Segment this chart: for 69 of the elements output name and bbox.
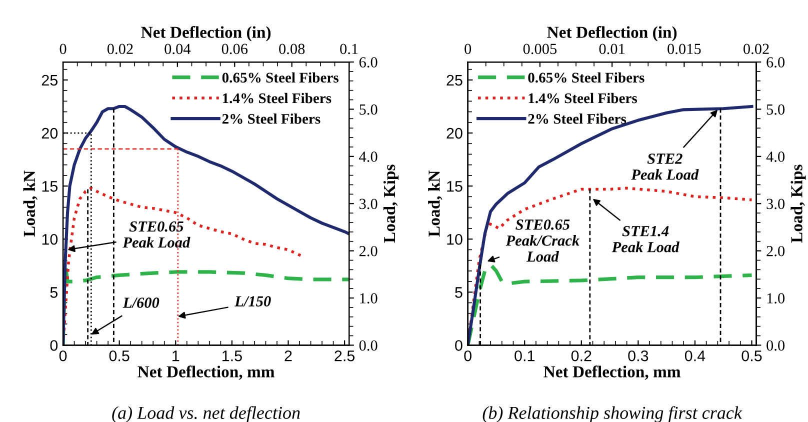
x2-tick-label: 0.01 [599, 44, 625, 54]
x2-tick-label: 0.06 [222, 44, 248, 54]
y2-tick-label: 5.0 [766, 104, 785, 115]
y-tick-label: 5 [455, 287, 462, 298]
x-axis-title: Net Deflection, mm [544, 366, 680, 380]
x2-tick-label: 0 [60, 44, 66, 54]
y-tick-label: 20 [42, 128, 58, 139]
x-tick-label: 0 [464, 350, 472, 362]
x2-tick-label: 0.08 [279, 44, 305, 54]
x-tick-label: 0.5 [742, 350, 762, 362]
x2-tick-label: 0.015 [668, 44, 701, 54]
x-tick-label: 0.4 [684, 350, 706, 362]
x-tick-label: 1 [172, 350, 180, 362]
annotation: STE0.65 Peak Load [122, 221, 190, 248]
y-tick-label: 20 [446, 128, 462, 139]
x-tick-label: 0 [59, 350, 67, 362]
legend-label: 1.4% Steel Fibers [528, 92, 638, 104]
y-tick-label: 10 [42, 234, 58, 245]
legend-label: 2% Steel Fibers [222, 114, 320, 124]
annotation: STE0.65 Peak/Crack Load [506, 219, 580, 262]
x-tick-label: 1.5 [222, 350, 242, 362]
annotation: L/600 [122, 298, 160, 308]
y-tick-label: 25 [446, 74, 462, 86]
y2-tick-label: 0.0 [766, 340, 785, 351]
y-tick-label: 0 [50, 340, 58, 351]
x2-axis-title: Net Deflection (in) [547, 26, 677, 42]
x2-tick-label: 0.02 [744, 44, 769, 54]
y2-tick-label: 1.0 [767, 293, 785, 304]
y-tick-label: 0 [455, 340, 462, 351]
y2-tick-label: 6.0 [359, 57, 378, 68]
x-tick-label: 0.2 [571, 350, 592, 362]
y2-tick-label: 3.0 [766, 198, 785, 210]
y-tick-label: 5 [50, 287, 58, 298]
x2-tick-label: 0.1 [340, 44, 358, 54]
legend-label: 1.4% Steel Fibers [222, 92, 332, 104]
y2-tick-label: 2.0 [359, 246, 378, 256]
y2-tick-label: 6.0 [766, 57, 785, 68]
y2-tick-label: 1.0 [360, 293, 378, 304]
y-tick-label: 25 [42, 74, 58, 86]
x2-axis-title: Net Deflection (in) [141, 26, 271, 42]
x-tick-label: 2 [284, 350, 292, 362]
x2-tick-label: 0 [464, 44, 472, 54]
y2-axis-title: Load, Kips [383, 164, 399, 243]
legend-label: 0.65% Steel Fibers [528, 72, 644, 83]
x-axis-title: Net Deflection, mm [138, 366, 274, 380]
legend-label: 0.65% Steel Fibers [222, 72, 338, 83]
x2-tick-label: 0.02 [107, 44, 133, 54]
y2-tick-label: 3.0 [360, 198, 378, 210]
y2-tick-label: 2.0 [766, 246, 785, 256]
x-tick-label: 0.3 [628, 350, 648, 362]
y-tick-label: 10 [447, 234, 462, 245]
y-axis-title: Load, kN [23, 170, 38, 237]
y-axis-title: Load, kN [428, 170, 442, 237]
x-tick-label: 0.1 [514, 350, 534, 362]
y2-tick-label: 4.0 [359, 152, 378, 162]
x-tick-label: 0.5 [109, 350, 130, 362]
y2-tick-label: 4.0 [766, 152, 785, 162]
y-tick-label: 15 [42, 181, 58, 192]
x2-tick-label: 0.005 [523, 44, 557, 54]
y-tick-label: 15 [447, 181, 462, 192]
x-tick-label: 2.5 [334, 350, 355, 362]
annotation: STE2 Peak Load [631, 154, 699, 180]
annotation: STE1.4 Peak Load [612, 226, 680, 252]
x2-tick-label: 0.04 [164, 44, 191, 54]
y2-tick-label: 0.0 [359, 340, 378, 351]
annotation: L/150 [234, 296, 271, 306]
legend-label: 2% Steel Fibers [528, 114, 626, 124]
y2-tick-label: 5.0 [360, 104, 378, 115]
y2-axis-title: Load, Kips [790, 164, 806, 243]
